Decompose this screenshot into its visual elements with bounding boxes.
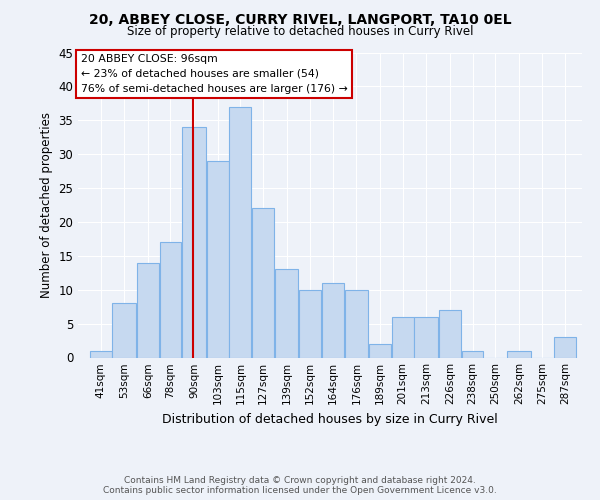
- Text: Size of property relative to detached houses in Curry Rivel: Size of property relative to detached ho…: [127, 25, 473, 38]
- Bar: [322, 283, 344, 358]
- Bar: [439, 310, 461, 358]
- Text: Contains HM Land Registry data © Crown copyright and database right 2024.
Contai: Contains HM Land Registry data © Crown c…: [103, 476, 497, 495]
- Bar: [344, 290, 368, 358]
- Bar: [137, 262, 158, 358]
- Bar: [160, 242, 181, 358]
- Text: 20 ABBEY CLOSE: 96sqm
← 23% of detached houses are smaller (54)
76% of semi-deta: 20 ABBEY CLOSE: 96sqm ← 23% of detached …: [80, 54, 347, 94]
- Y-axis label: Number of detached properties: Number of detached properties: [40, 112, 53, 298]
- Text: 20, ABBEY CLOSE, CURRY RIVEL, LANGPORT, TA10 0EL: 20, ABBEY CLOSE, CURRY RIVEL, LANGPORT, …: [89, 12, 511, 26]
- Bar: [275, 270, 298, 358]
- Bar: [369, 344, 391, 358]
- Bar: [461, 350, 484, 358]
- Bar: [299, 290, 321, 358]
- Bar: [90, 350, 112, 358]
- Bar: [229, 106, 251, 358]
- Bar: [554, 337, 576, 357]
- Bar: [507, 350, 530, 358]
- X-axis label: Distribution of detached houses by size in Curry Rivel: Distribution of detached houses by size …: [162, 413, 498, 426]
- Bar: [392, 317, 413, 358]
- Bar: [415, 317, 438, 358]
- Bar: [112, 304, 136, 358]
- Bar: [207, 161, 229, 358]
- Bar: [182, 127, 206, 358]
- Bar: [252, 208, 274, 358]
